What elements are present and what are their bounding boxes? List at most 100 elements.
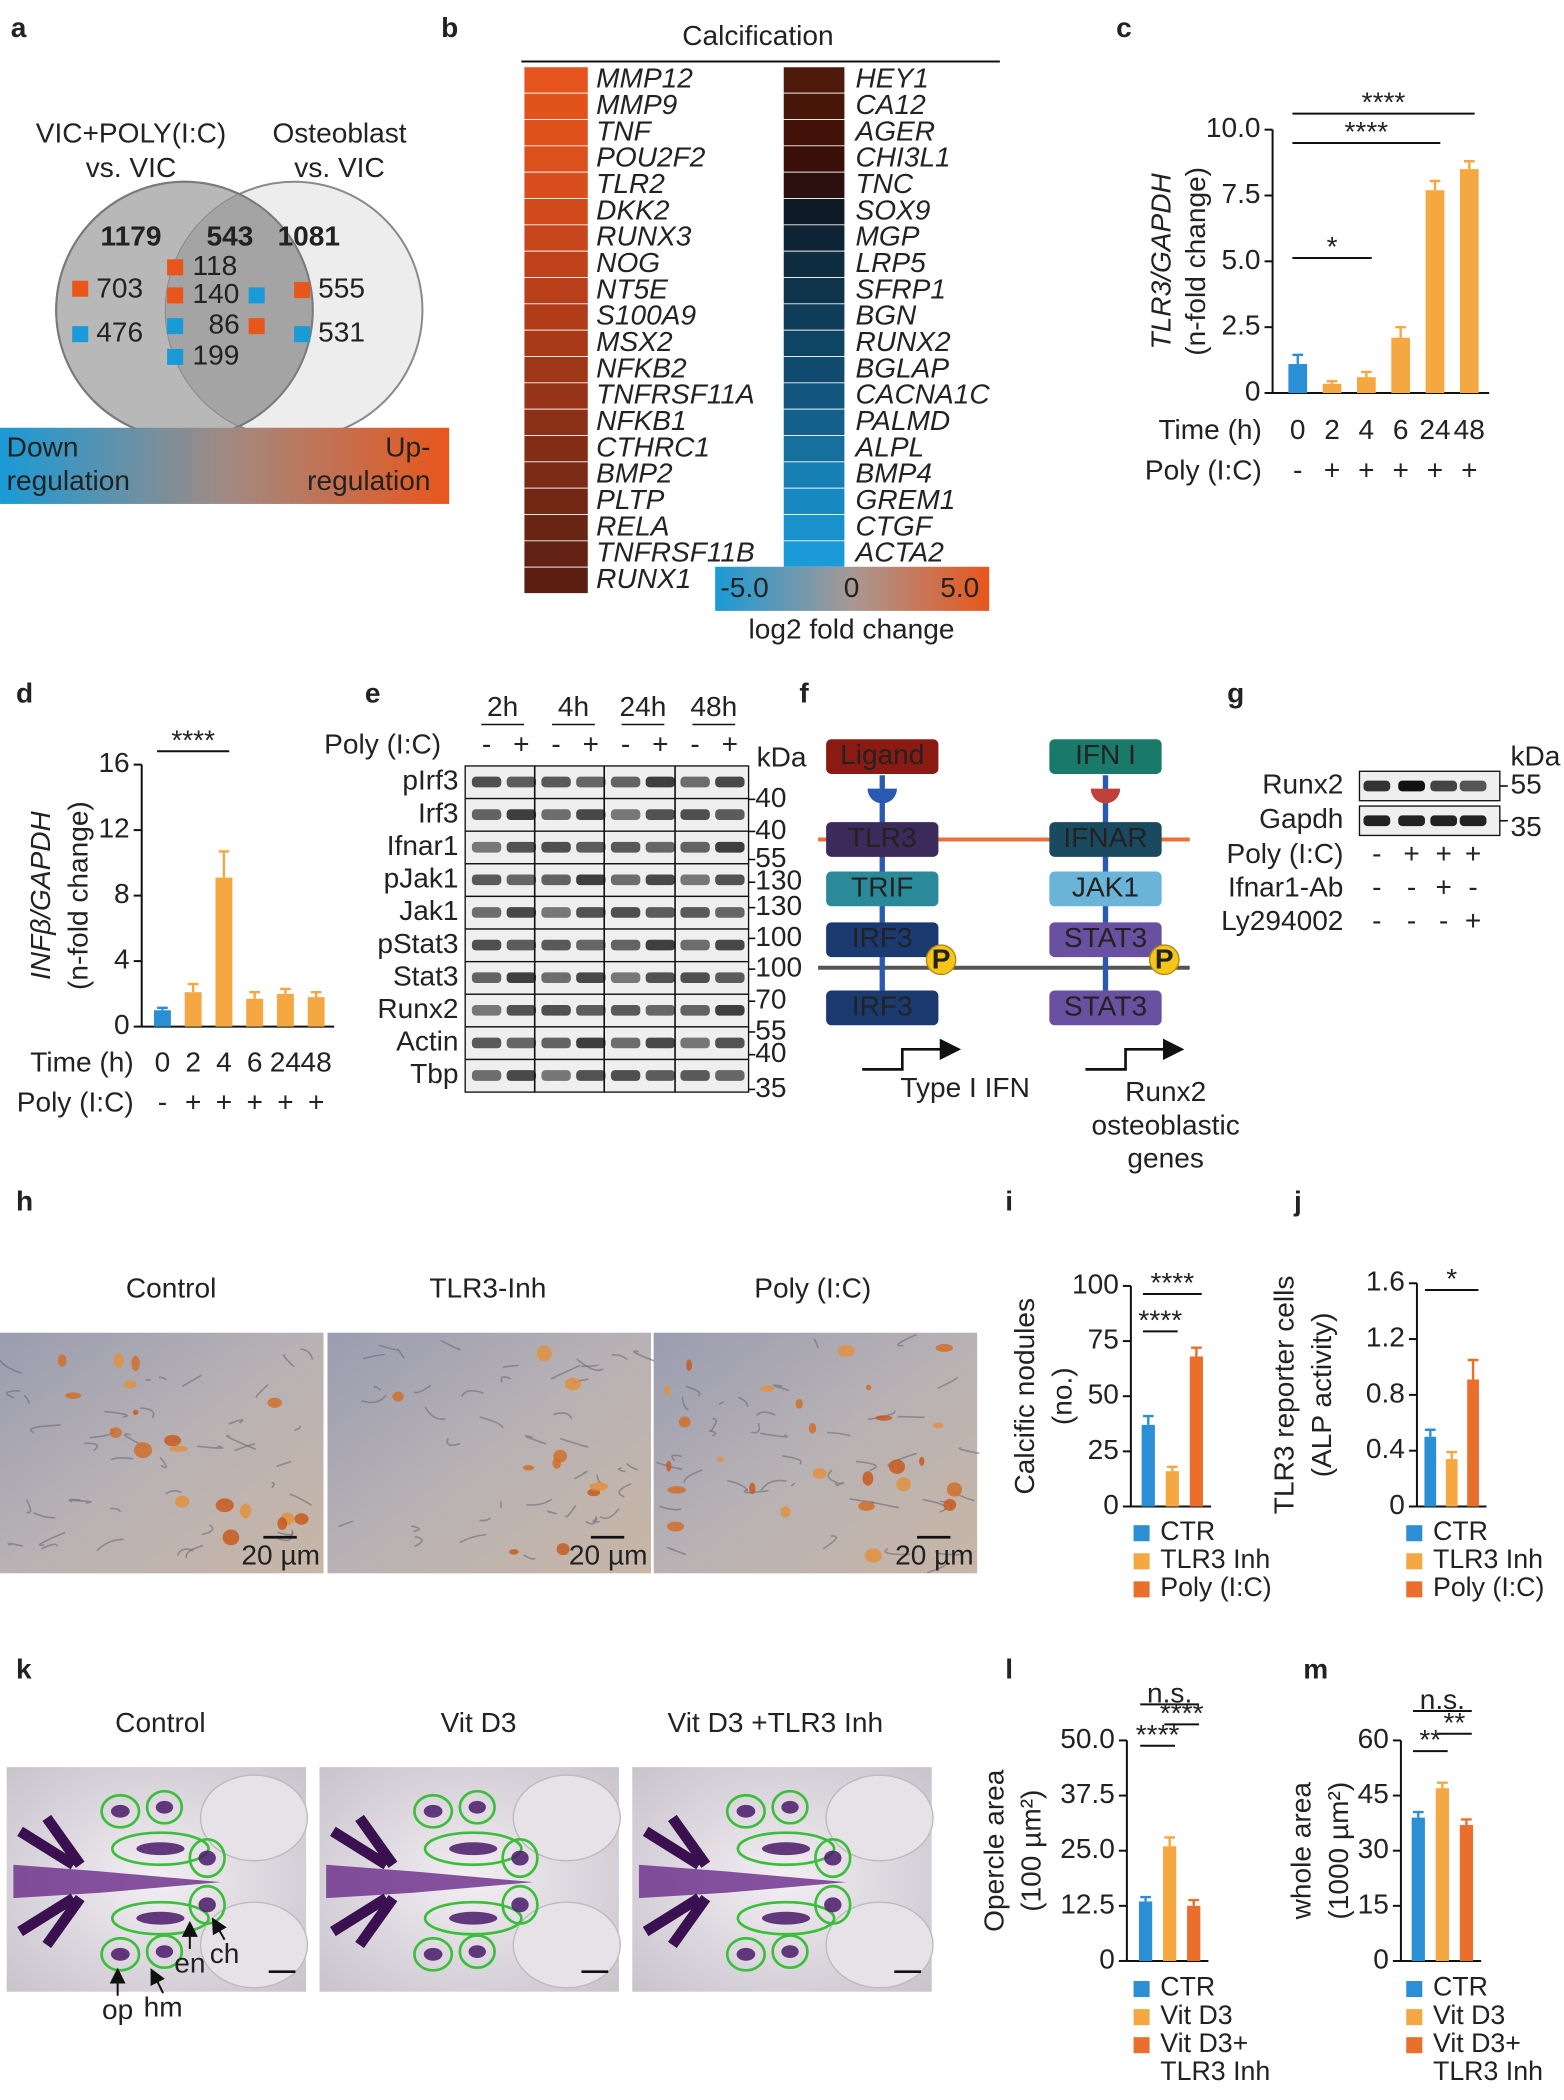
structure-label: en: [174, 1947, 205, 1978]
y-tick-label: 0: [1245, 375, 1261, 406]
legend-swatch: [1406, 1981, 1423, 1998]
condition-label: Ly294002: [1221, 905, 1343, 936]
node-box: [1049, 922, 1162, 958]
bar: [1445, 1459, 1458, 1507]
kda-marker: 40: [755, 814, 786, 845]
panel-letter: g: [1227, 678, 1244, 709]
bar: [1138, 1901, 1153, 1961]
nodule: [123, 1380, 137, 1389]
heatmap-cell: [523, 145, 589, 173]
blot-row-label: pStat3: [377, 928, 458, 959]
blot-band: [506, 972, 537, 984]
colorbar-label: -5.0: [720, 572, 768, 603]
kda-marker: 55: [755, 842, 786, 873]
nodule: [57, 1354, 67, 1367]
panel-letter: i: [1005, 1185, 1013, 1216]
node-box: [826, 739, 939, 774]
cartilage: [642, 1814, 711, 1949]
opercle: [824, 1850, 842, 1866]
cell: [565, 1504, 577, 1518]
blot-band: [645, 1004, 676, 1016]
roi-circle: [423, 1900, 523, 1936]
blot-band: [715, 907, 745, 918]
legend-entry: Poly (I:C): [1160, 1574, 1272, 1603]
error-bar: [1166, 1465, 1178, 1472]
y-tick-label: 10.0: [1206, 112, 1261, 143]
bar: [1165, 1471, 1179, 1507]
treatment-sign: +: [1324, 454, 1340, 485]
legend-label: CTR: [1160, 1518, 1216, 1547]
y-axis-label: whole area: [1286, 1782, 1317, 1921]
blot-band: [541, 907, 571, 918]
blot-band: [680, 907, 710, 918]
heatmap-cell: [782, 277, 846, 305]
output-label: genes: [1127, 1143, 1203, 1174]
nodule: [896, 1477, 911, 1492]
roi-circle: [145, 1789, 184, 1825]
cell: [718, 1401, 725, 1405]
bar: [153, 1010, 171, 1027]
blot-band: [645, 1070, 676, 1081]
blot-band: [680, 841, 710, 853]
y-axis-label: Opercle area: [978, 1769, 1009, 1932]
kda-marker: 70: [755, 984, 786, 1015]
roi-circle: [188, 1884, 226, 1925]
legend-swatch: [1133, 2009, 1150, 2026]
nodule: [267, 1397, 282, 1408]
nodule: [667, 1486, 686, 1494]
heatmap-title: Calcification: [682, 20, 833, 51]
blot-band: [506, 907, 537, 918]
cartilage: [17, 1814, 85, 1949]
nodule: [837, 1344, 855, 1357]
y-tick-label: 4: [114, 944, 130, 975]
legend-label: Poly (I:C): [1160, 1574, 1272, 1603]
gene-label: BMP2: [596, 458, 673, 489]
cell: [479, 1517, 492, 1522]
significance-label: ****: [1160, 1697, 1204, 1728]
image-title: TLR3-Inh: [429, 1272, 546, 1303]
heatmap-cell: [523, 119, 589, 147]
cell: [827, 1469, 838, 1484]
time-label: 2h: [487, 691, 518, 722]
fish-eye: [199, 1774, 309, 1862]
nodule: [919, 1456, 925, 1466]
heatmap-cell: [523, 487, 589, 515]
gene-label: TNFRSF11B: [596, 537, 755, 568]
bar: [1391, 337, 1411, 393]
blot-band: [680, 809, 710, 820]
blot-band: [576, 809, 606, 820]
heatmap-cell: [523, 250, 589, 278]
heatmap-cell: [523, 540, 589, 568]
legend-swatch: [1133, 1981, 1150, 1998]
legend-swatch: [1133, 1525, 1150, 1542]
legend-entry: CTR: [1160, 1974, 1215, 2001]
y-axis-label: (n-fold change): [63, 801, 94, 990]
legend-label: TLR3 Inh: [1432, 1546, 1543, 1575]
cell: [633, 1350, 659, 1364]
cartilage: [326, 1864, 534, 1899]
blot-row-label: Ifnar1: [387, 830, 459, 861]
lane-sign: +: [1465, 905, 1481, 936]
blot-band: [645, 874, 676, 886]
nodule: [943, 1498, 957, 1511]
blot-band: [471, 1037, 502, 1049]
gene-label: GREM1: [856, 484, 956, 515]
blot-band: [541, 1070, 571, 1081]
treatment-label: Poly (I:C): [1145, 454, 1262, 485]
nodule: [946, 1482, 963, 1497]
y-tick-label: 12.5: [1060, 1888, 1115, 1919]
heatmap-cell: [782, 461, 846, 489]
y-axis-label: (n-fold change): [1180, 167, 1211, 356]
y-tick-label: 0: [1373, 1943, 1389, 1974]
blot-band: [506, 809, 537, 820]
heatmap-cell: [782, 171, 846, 199]
y-tick-label: 100: [1072, 1268, 1119, 1299]
heatmap-cell: [782, 487, 846, 515]
cell: [0, 1359, 23, 1374]
bar: [1189, 1356, 1204, 1507]
cell: [897, 1415, 925, 1419]
gene-label: TNF: [596, 115, 652, 146]
blot-band: [715, 874, 745, 886]
heatmap-cell: [782, 66, 846, 94]
